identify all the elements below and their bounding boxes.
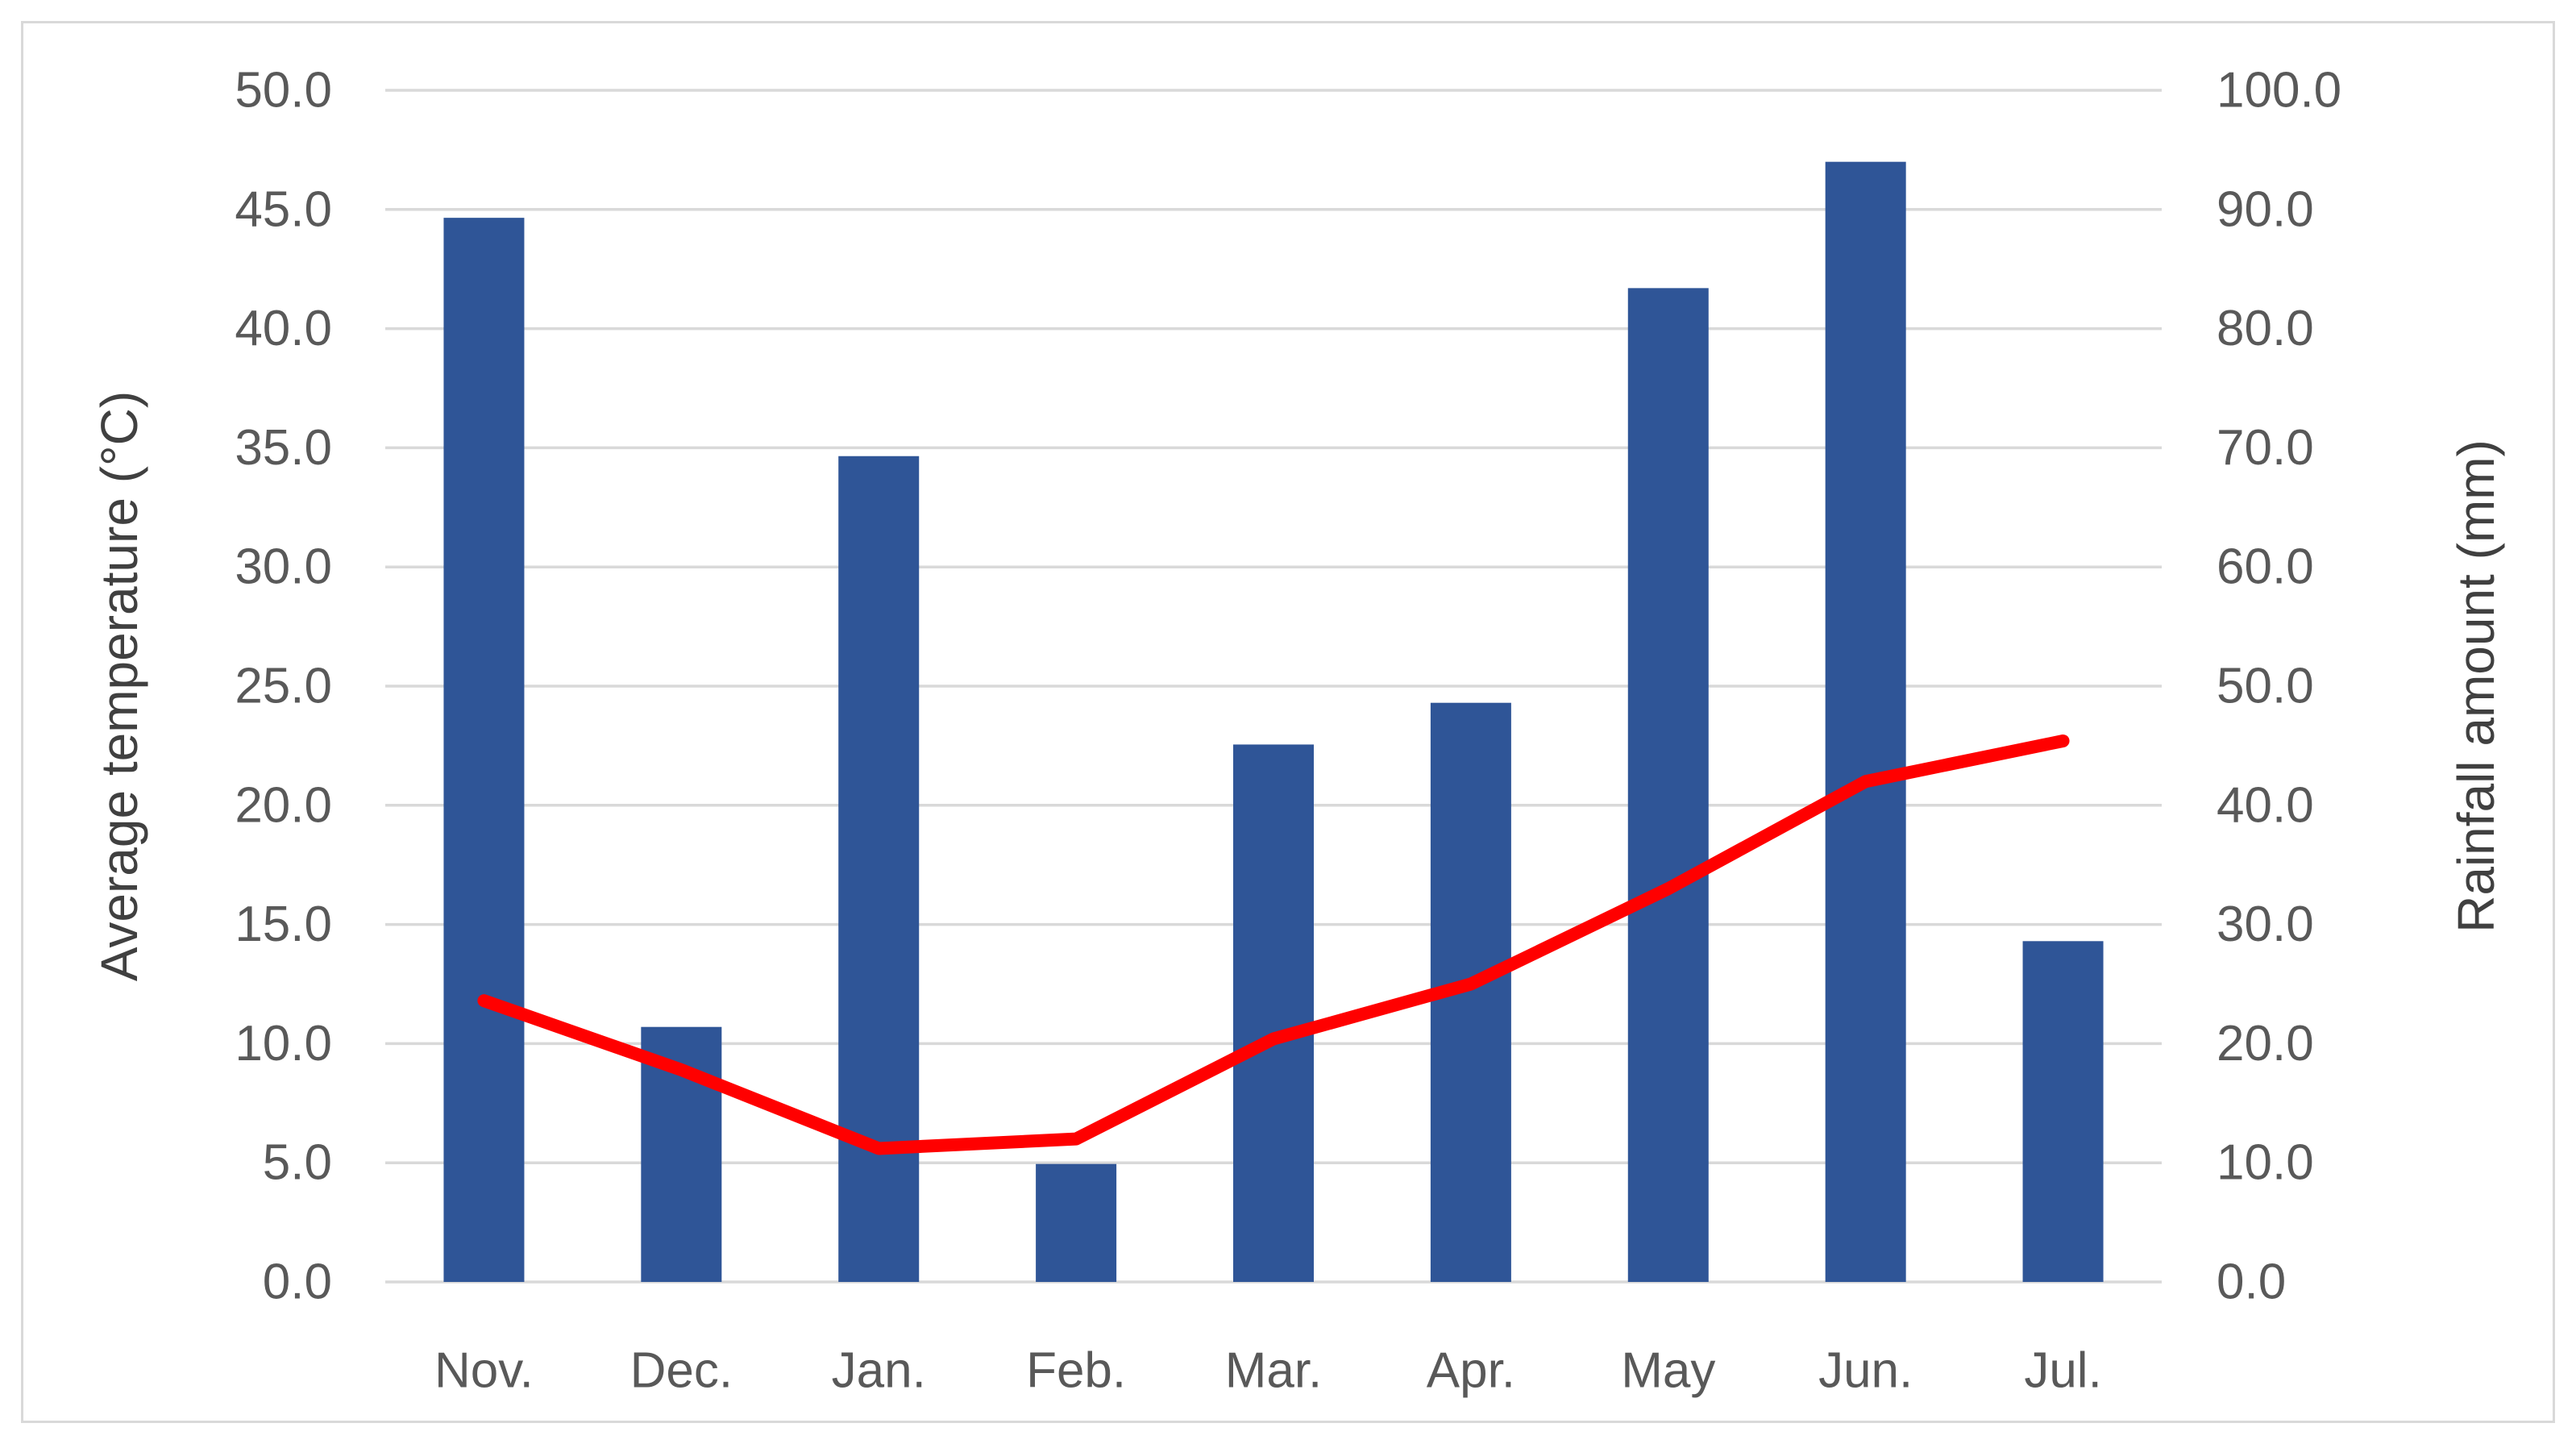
x-axis-tick-label: Jun. — [1818, 1343, 1913, 1399]
right-axis-tick-label: 60.0 — [2217, 539, 2314, 595]
right-axis-tick-label: 20.0 — [2217, 1016, 2314, 1072]
bar-Nov — [443, 218, 525, 1282]
right-axis-tick-label: 70.0 — [2217, 420, 2314, 476]
left-axis-tick-label: 45.0 — [235, 181, 332, 237]
left-axis-tick-label: 30.0 — [235, 539, 332, 595]
bar-Jan — [838, 456, 920, 1282]
right-axis-tick-label: 10.0 — [2217, 1135, 2314, 1191]
right-axis-tick-label: 80.0 — [2217, 301, 2314, 356]
bar-Mar — [1233, 744, 1314, 1282]
left-axis-title: Average temperature (°C) — [90, 390, 148, 982]
left-axis-tick-label: 0.0 — [263, 1255, 332, 1310]
right-axis-tick-label: 100.0 — [2217, 63, 2341, 119]
left-axis-tick-label: 40.0 — [235, 301, 332, 356]
left-axis-tick-label: 5.0 — [263, 1135, 332, 1191]
right-axis-title: Rainfall amount (mm) — [2447, 439, 2505, 933]
right-axis-tick-label: 40.0 — [2217, 777, 2314, 833]
bar-Jun — [1825, 161, 1906, 1283]
x-axis-tick-label: Nov. — [434, 1343, 534, 1399]
x-axis-tick-label: Dec. — [630, 1343, 733, 1399]
x-axis-tick-label: Jan. — [832, 1343, 926, 1399]
left-axis-tick-label: 35.0 — [235, 420, 332, 476]
bar-Feb — [1036, 1163, 1117, 1282]
left-axis-tick-label: 15.0 — [235, 897, 332, 952]
temperature-line — [477, 734, 2070, 1155]
right-axis-tick-label: 30.0 — [2217, 897, 2314, 952]
left-axis-tick-label: 25.0 — [235, 659, 332, 714]
right-axis-tick-label: 50.0 — [2217, 659, 2314, 714]
bar-Jul — [2022, 941, 2104, 1282]
x-axis-tick-label: Apr. — [1427, 1343, 1515, 1399]
x-axis-tick-label: Mar. — [1225, 1343, 1323, 1399]
left-axis-tick-label: 20.0 — [235, 777, 332, 833]
left-axis-tick-label: 10.0 — [235, 1016, 332, 1072]
right-axis-tick-label: 90.0 — [2217, 181, 2314, 237]
x-axis-tick-label: May — [1621, 1343, 1715, 1399]
right-axis-tick-label: 0.0 — [2217, 1255, 2286, 1310]
bar-May — [1627, 288, 1709, 1282]
x-axis-tick-label: Jul. — [2024, 1343, 2101, 1399]
x-axis-tick-label: Feb. — [1026, 1343, 1126, 1399]
left-axis-tick-label: 50.0 — [235, 63, 332, 119]
